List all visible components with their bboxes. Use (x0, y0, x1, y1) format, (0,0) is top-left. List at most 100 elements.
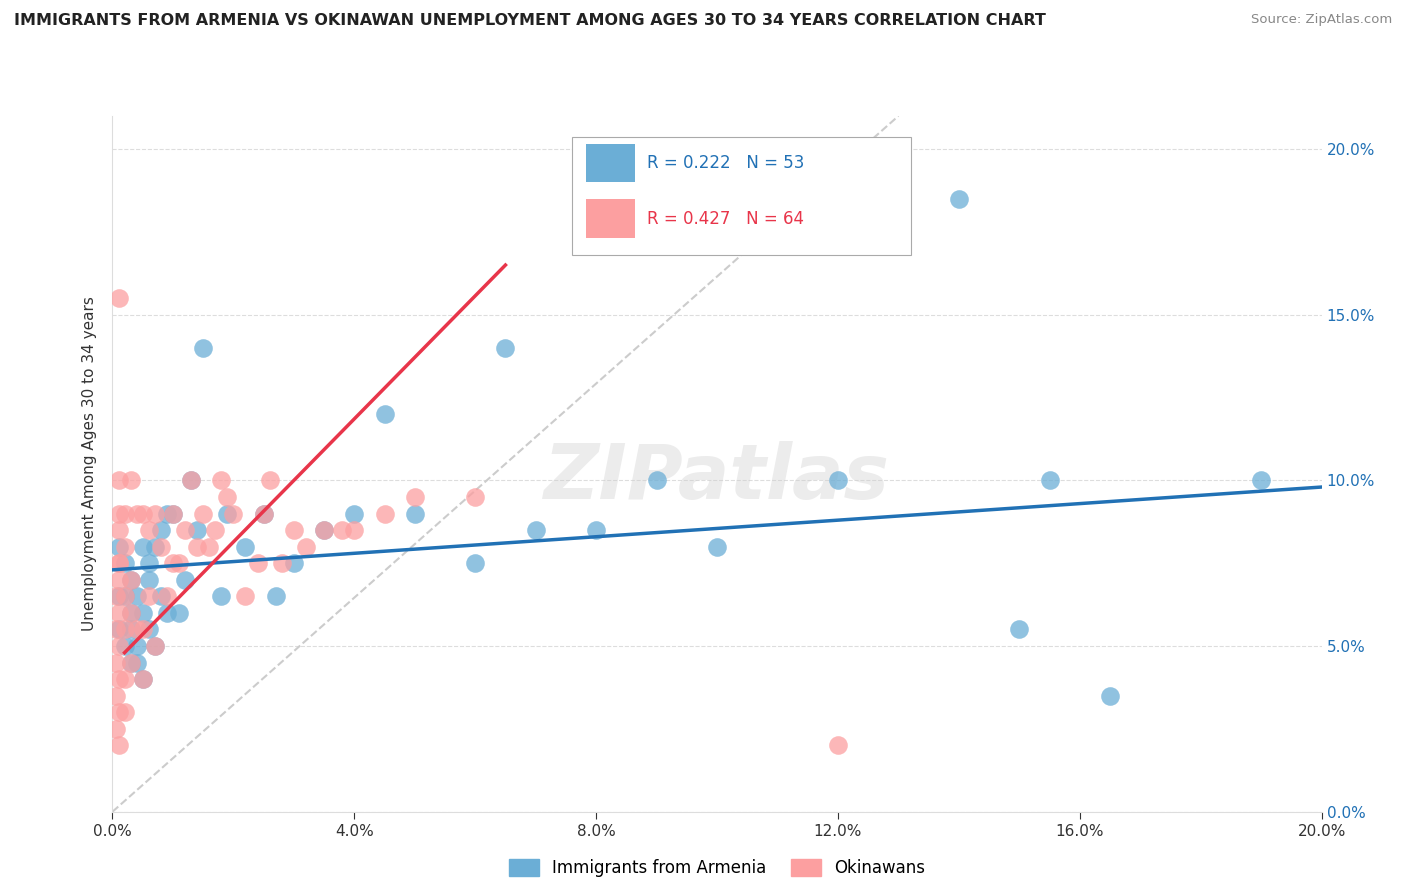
Point (104, 722, 127, 736)
Point (138, 523, 160, 537)
Point (132, 623, 155, 637)
Point (114, 540, 136, 554)
Point (1008, 623, 1031, 637)
Point (120, 573, 142, 587)
Point (330, 523, 353, 537)
Point (143, 639, 166, 653)
Point (235, 540, 257, 554)
Point (464, 490, 486, 504)
Point (107, 556, 129, 570)
Point (180, 474, 202, 488)
Point (222, 507, 245, 521)
Point (198, 540, 221, 554)
Point (948, 192, 970, 206)
Point (314, 523, 336, 537)
Y-axis label: Unemployment Among Ages 30 to 34 years: Unemployment Among Ages 30 to 34 years (82, 296, 97, 632)
Point (283, 556, 305, 570)
Point (253, 507, 276, 521)
Point (143, 540, 166, 554)
Point (107, 706, 129, 720)
Point (167, 606, 190, 620)
Point (132, 540, 155, 554)
Point (107, 540, 129, 554)
Point (143, 639, 166, 653)
Point (132, 507, 155, 521)
Point (217, 490, 239, 504)
Point (156, 507, 179, 521)
Point (114, 507, 136, 521)
Point (125, 656, 148, 670)
Text: Source: ZipAtlas.com: Source: ZipAtlas.com (1251, 13, 1392, 27)
Point (191, 341, 214, 355)
Point (120, 656, 142, 670)
Point (120, 656, 142, 670)
Point (314, 523, 336, 537)
Point (114, 590, 136, 604)
Point (209, 474, 232, 488)
Point (107, 623, 129, 637)
Point (343, 523, 366, 537)
Point (1038, 474, 1062, 488)
Legend: Immigrants from Armenia, Okinawans: Immigrants from Armenia, Okinawans (502, 852, 932, 883)
Point (149, 590, 172, 604)
Point (125, 639, 148, 653)
Point (156, 606, 179, 620)
Point (156, 590, 179, 604)
Point (524, 523, 547, 537)
Point (138, 573, 160, 587)
Point (209, 590, 232, 604)
Point (125, 623, 148, 637)
Point (107, 606, 129, 620)
Point (120, 474, 142, 488)
Point (495, 341, 517, 355)
Point (827, 739, 849, 753)
Point (107, 672, 129, 686)
Point (114, 556, 136, 570)
Point (186, 523, 208, 537)
Point (120, 606, 142, 620)
Text: R = 0.427   N = 64: R = 0.427 N = 64 (647, 210, 804, 228)
Text: IMMIGRANTS FROM ARMENIA VS OKINAWAN UNEMPLOYMENT AMONG AGES 30 TO 34 YEARS CORRE: IMMIGRANTS FROM ARMENIA VS OKINAWAN UNEM… (14, 13, 1046, 29)
Point (295, 540, 318, 554)
Point (246, 556, 269, 570)
Point (107, 474, 129, 488)
Point (132, 672, 155, 686)
Point (125, 590, 148, 604)
Point (114, 623, 136, 637)
Point (132, 606, 155, 620)
Point (104, 623, 127, 637)
Point (253, 507, 276, 521)
Point (104, 689, 127, 703)
Point (283, 523, 305, 537)
Point (107, 639, 129, 653)
Point (138, 556, 160, 570)
Text: R = 0.222   N = 53: R = 0.222 N = 53 (647, 154, 804, 172)
Point (120, 623, 142, 637)
Point (162, 507, 184, 521)
Point (180, 474, 202, 488)
Point (149, 540, 172, 554)
Point (114, 590, 136, 604)
Point (404, 490, 426, 504)
Point (107, 573, 129, 587)
Point (107, 556, 129, 570)
Point (120, 606, 142, 620)
Point (585, 523, 607, 537)
Point (107, 590, 129, 604)
Point (217, 507, 239, 521)
FancyBboxPatch shape (586, 144, 636, 182)
FancyBboxPatch shape (586, 200, 636, 238)
Point (138, 623, 160, 637)
Text: ZIPatlas: ZIPatlas (544, 441, 890, 515)
Point (114, 706, 136, 720)
Point (186, 540, 208, 554)
Point (114, 639, 136, 653)
Point (343, 507, 366, 521)
Point (162, 556, 184, 570)
Point (235, 590, 257, 604)
Point (107, 739, 129, 753)
Point (107, 291, 129, 305)
Point (104, 656, 127, 670)
Point (149, 523, 172, 537)
Point (264, 590, 287, 604)
